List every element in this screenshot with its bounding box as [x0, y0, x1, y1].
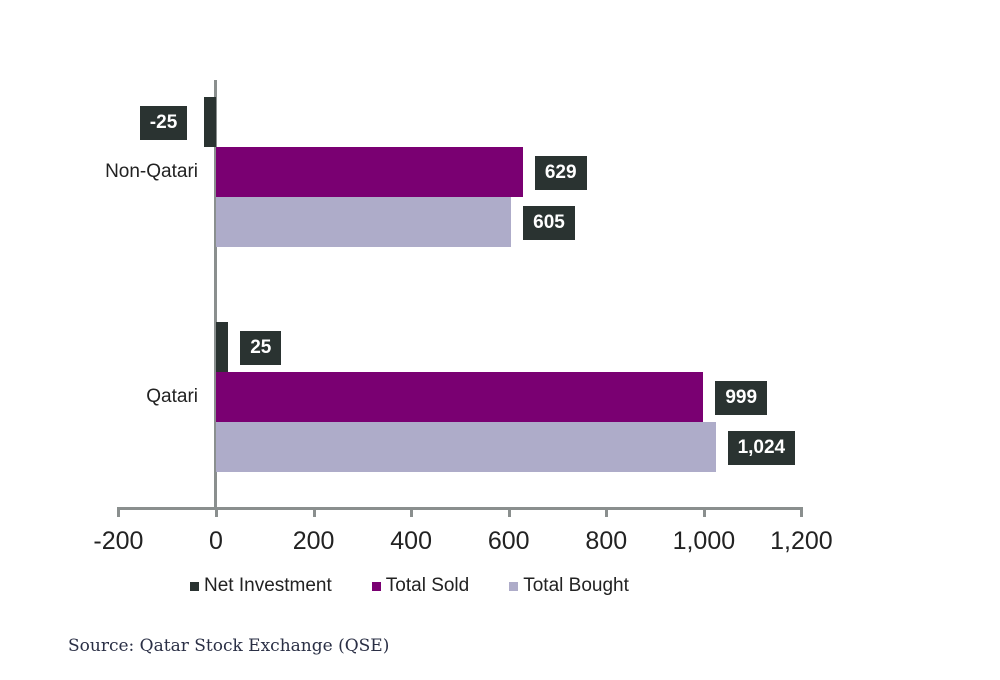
x-tick-label: 0: [209, 527, 223, 555]
x-tick: [410, 507, 414, 517]
bar: [203, 97, 216, 147]
legend-label: Total Sold: [385, 575, 470, 596]
x-tick-label: 200: [292, 527, 335, 555]
legend-swatch: [371, 581, 381, 591]
x-tick: [117, 507, 121, 517]
data-label: 605: [523, 206, 575, 240]
x-tick-label: 800: [585, 527, 628, 555]
data-label: 1,024: [727, 431, 796, 465]
bar: [216, 147, 523, 197]
category-label: Qatari: [146, 386, 198, 407]
x-tick: [215, 507, 218, 517]
legend-swatch: [509, 581, 519, 591]
data-label: -25: [139, 106, 188, 140]
bar: [216, 422, 716, 472]
x-tick-label: 400: [390, 527, 432, 555]
bar: [216, 372, 704, 422]
legend-swatch: [190, 581, 199, 591]
category-label: Non-Qatari: [105, 161, 198, 182]
data-label: 999: [715, 381, 768, 415]
bar: [216, 197, 512, 247]
data-label: 25: [240, 331, 282, 365]
legend-item-net-investment: Net Investment: [190, 575, 332, 597]
legend-label: Total Bought: [523, 575, 629, 596]
legend-label: Net Investment: [204, 575, 332, 596]
x-tick: [605, 507, 609, 517]
x-tick: [702, 507, 706, 517]
source-note: Source: Qatar Stock Exchange (QSE): [68, 636, 390, 656]
x-tick-label: 1,200: [770, 527, 833, 555]
bar: [216, 322, 229, 372]
x-tick-label: -200: [93, 527, 144, 555]
legend-item-total-sold: Total Sold: [371, 575, 470, 597]
y-axis-line: [214, 80, 217, 510]
x-axis-line: [117, 507, 800, 510]
x-tick: [507, 507, 511, 517]
x-tick: [800, 507, 804, 517]
x-tick-label: 600: [487, 527, 530, 555]
legend-item-total-bought: Total Bought: [509, 575, 629, 597]
x-tick-label: 1,000: [672, 527, 736, 555]
x-tick: [312, 507, 316, 517]
data-label: 629: [534, 156, 587, 190]
legend: Net Investment Total Sold Total Bought: [190, 575, 629, 597]
